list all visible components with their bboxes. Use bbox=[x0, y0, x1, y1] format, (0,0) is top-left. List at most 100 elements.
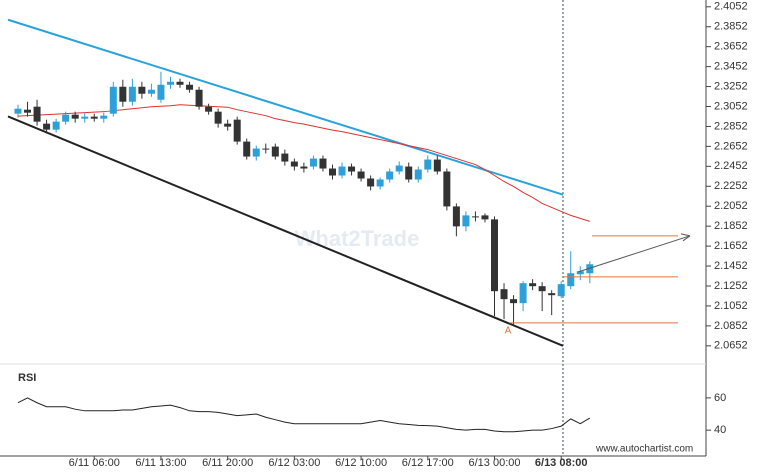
candle-body bbox=[510, 299, 518, 304]
candle-body bbox=[357, 171, 365, 179]
candle-body bbox=[90, 116, 98, 119]
rsi-line bbox=[17, 397, 591, 433]
candle-body bbox=[138, 86, 146, 94]
candle-body bbox=[462, 215, 470, 227]
candle-body bbox=[395, 165, 403, 172]
projection-arrow bbox=[577, 235, 691, 273]
candle-body bbox=[262, 148, 270, 150]
candle-body bbox=[376, 179, 384, 187]
candle-body bbox=[491, 219, 498, 292]
candle-body bbox=[338, 166, 346, 176]
y-tick-label: 2.2052 bbox=[714, 200, 748, 212]
y-tick-label: 2.2852 bbox=[714, 120, 748, 132]
y-tick-label: 2.3252 bbox=[714, 80, 748, 92]
y-tick-label: 2.3052 bbox=[714, 100, 748, 112]
candle-body bbox=[176, 81, 184, 85]
y-tick-label: 2.1852 bbox=[714, 220, 748, 232]
candle-body bbox=[348, 166, 356, 172]
x-tick-label: 6/12 03:00 bbox=[268, 457, 320, 469]
candle-body bbox=[471, 216, 479, 218]
candle-body bbox=[186, 84, 194, 90]
candle-body bbox=[24, 109, 32, 113]
x-tick-label: 6/11 06:00 bbox=[69, 457, 120, 469]
candle-body bbox=[576, 271, 584, 275]
candle-body bbox=[14, 108, 22, 114]
y-tick-label: 2.0852 bbox=[714, 320, 748, 332]
candle-body bbox=[548, 293, 556, 296]
candle-body bbox=[33, 106, 41, 122]
candle-body bbox=[405, 166, 413, 180]
candle-body bbox=[529, 283, 537, 287]
trendline bbox=[7, 115, 564, 347]
candle-body bbox=[281, 153, 289, 162]
candle-body bbox=[119, 86, 127, 102]
rsi-title: RSI bbox=[18, 372, 36, 384]
candle-body bbox=[224, 123, 232, 127]
trendline bbox=[7, 18, 564, 196]
x-tick-label: 6/13 08:00 bbox=[535, 457, 588, 469]
candle-body bbox=[567, 273, 575, 287]
candle-body bbox=[205, 106, 213, 112]
candle-body bbox=[309, 158, 317, 167]
y-tick-label: 2.1452 bbox=[714, 260, 748, 272]
candle-body bbox=[300, 166, 308, 169]
y-tick-label: 2.3652 bbox=[714, 41, 748, 53]
candle-body bbox=[195, 89, 203, 107]
candle-body bbox=[367, 178, 375, 187]
watermark: What2Trade bbox=[295, 226, 420, 251]
candle-body bbox=[271, 146, 279, 157]
y-tick-label: 40 bbox=[714, 424, 726, 436]
y-tick-label: 2.0652 bbox=[714, 340, 748, 352]
x-tick-label: 6/13 00:00 bbox=[469, 457, 521, 469]
candle-body bbox=[386, 171, 394, 180]
y-tick-label: 2.2252 bbox=[714, 180, 748, 192]
candle-body bbox=[319, 158, 327, 169]
candle-body bbox=[157, 84, 165, 100]
candle-body bbox=[81, 116, 89, 119]
y-tick-label: 2.1652 bbox=[714, 240, 748, 252]
y-tick-label: 2.3452 bbox=[714, 61, 748, 73]
candle-body bbox=[128, 86, 136, 102]
candle-body bbox=[433, 159, 441, 172]
candle-body bbox=[52, 121, 60, 130]
candle-body bbox=[538, 286, 546, 292]
candle-body bbox=[414, 169, 422, 180]
y-tick-label: 2.1252 bbox=[714, 280, 748, 292]
y-tick-label: 2.1052 bbox=[714, 300, 748, 312]
candle-body bbox=[100, 115, 108, 119]
candle-body bbox=[243, 141, 251, 157]
x-tick-label: 6/12 10:00 bbox=[335, 457, 387, 469]
candle-body bbox=[424, 159, 432, 170]
y-tick-label: 2.3852 bbox=[714, 21, 748, 33]
candle-body bbox=[252, 148, 260, 157]
x-tick-label: 6/11 13:00 bbox=[135, 457, 186, 469]
candle-body bbox=[109, 86, 117, 114]
y-tick-label: 2.2652 bbox=[714, 140, 748, 152]
candle-body bbox=[147, 89, 155, 94]
candle-body bbox=[557, 284, 565, 297]
candle-body bbox=[443, 171, 451, 207]
candle-body bbox=[481, 215, 489, 220]
candle-body bbox=[43, 123, 51, 130]
candle-body bbox=[328, 168, 336, 176]
x-tick-label: 6/11 20:00 bbox=[202, 457, 253, 469]
candle-body bbox=[519, 283, 527, 304]
credit: www.autochartist.com bbox=[595, 444, 693, 455]
x-tick-label: 6/12 17:00 bbox=[402, 457, 454, 469]
y-tick-label: 2.4052 bbox=[714, 1, 748, 13]
candle-body bbox=[586, 264, 594, 274]
candle-body bbox=[500, 289, 508, 300]
candle-body bbox=[62, 114, 70, 122]
candle-body bbox=[71, 114, 79, 119]
candle-body bbox=[452, 206, 460, 227]
y-tick-label: 2.2452 bbox=[714, 160, 748, 172]
candle-body bbox=[166, 81, 174, 85]
arrow-head bbox=[680, 233, 691, 242]
candle-body bbox=[290, 161, 298, 167]
y-tick-label: 60 bbox=[714, 392, 726, 404]
candle-body bbox=[214, 111, 222, 124]
pattern-label: A bbox=[505, 326, 512, 337]
candle-body bbox=[233, 119, 241, 142]
